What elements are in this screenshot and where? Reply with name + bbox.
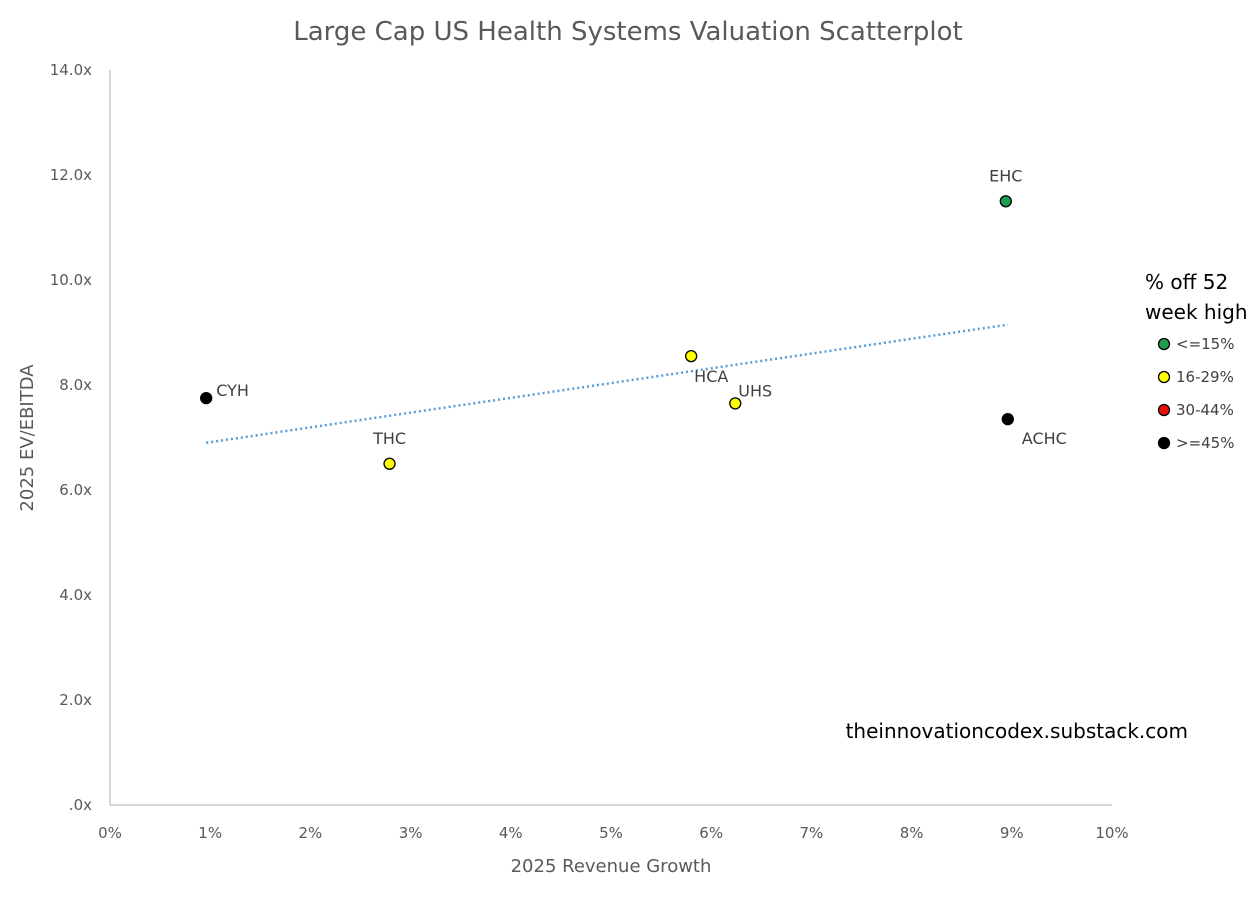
chart-title: Large Cap US Health Systems Valuation Sc… [293, 17, 963, 47]
point-cyh [200, 391, 213, 405]
x-tick-label: 3% [399, 824, 423, 842]
x-tick-label: 4% [499, 824, 523, 842]
y-tick-label: 6.0x [59, 481, 92, 499]
point-label-cyh: CYH [216, 381, 249, 400]
point-label-uhs: UHS [738, 381, 772, 400]
y-tick-label: 14.0x [50, 61, 92, 79]
data-points: CYH THC HCA UHS EHC ACHC [200, 166, 1067, 470]
y-tick-label: 8.0x [59, 376, 92, 394]
y-tick-label: 10.0x [50, 271, 92, 289]
trendline-path [206, 323, 1008, 444]
legend-marker [1157, 403, 1171, 417]
legend-label: >=45% [1176, 434, 1234, 452]
x-tick-label: 6% [699, 824, 723, 842]
point-label-ehc: EHC [989, 166, 1022, 185]
legend-marker [1157, 337, 1171, 351]
x-tick-label: 8% [900, 824, 924, 842]
legend-label: 16-29% [1176, 368, 1234, 386]
x-tick-label: 9% [1000, 824, 1024, 842]
legend-label: 30-44% [1176, 401, 1234, 419]
y-tick-label: 2.0x [59, 691, 92, 709]
x-tick-label: 10% [1095, 824, 1128, 842]
y-tick-label: 12.0x [50, 166, 92, 184]
x-tick-label: 7% [800, 824, 824, 842]
legend: % off 52 week high <=15% 16-29% 30-44% >=45% [1145, 270, 1248, 452]
y-tick-label: 4.0x [59, 586, 92, 604]
y-tick-label: .0x [69, 796, 92, 814]
point-label-thc: THC [372, 429, 406, 448]
legend-label: <=15% [1176, 335, 1234, 353]
point-thc [383, 457, 396, 470]
x-axis-title: 2025 Revenue Growth [511, 856, 712, 877]
point-ehc [999, 195, 1012, 208]
x-tick-label: 0% [98, 824, 122, 842]
legend-title-line: % off 52 [1145, 270, 1228, 294]
x-tick-label: 2% [299, 824, 323, 842]
point-label-achc: ACHC [1022, 429, 1067, 448]
trendline [206, 323, 1008, 444]
x-tick-label: 1% [198, 824, 222, 842]
point-achc [1001, 412, 1014, 426]
y-axis-title: 2025 EV/EBITDA [17, 364, 38, 512]
tick-labels: 0% 1% 2% 3% 4% 5% 6% 7% 8% 9% 10% .0x 2.0x 4.0x 6.0x 8.… [50, 61, 1129, 842]
source-annotation: theinnovationcodex.substack.com [846, 719, 1188, 743]
point-uhs [729, 397, 742, 410]
legend-title-line: week high [1145, 300, 1248, 324]
point-label-hca: HCA [694, 367, 728, 386]
axes [109, 70, 1112, 806]
legend-marker [1157, 436, 1171, 450]
x-tick-label: 5% [599, 824, 623, 842]
legend-marker [1157, 370, 1171, 384]
point-hca [685, 349, 698, 363]
